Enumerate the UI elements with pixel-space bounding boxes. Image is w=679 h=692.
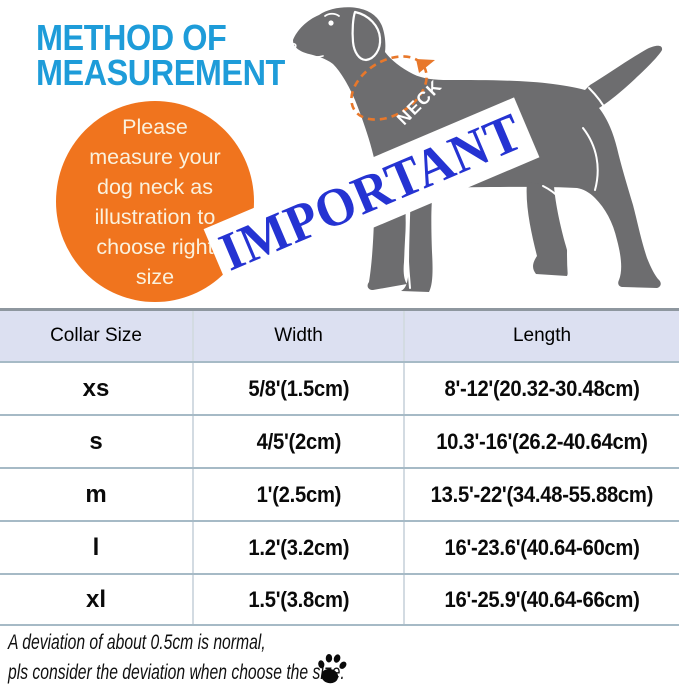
dog-eye <box>328 20 334 26</box>
cell-width: 1.5'(3.8cm) <box>192 575 403 624</box>
paw-print-icon <box>318 653 347 684</box>
rear-leg-separation-line <box>567 194 576 278</box>
cell-width: 1.2'(3.2cm) <box>192 522 403 573</box>
bubble-line: dog neck as <box>97 174 213 199</box>
thigh-line <box>582 127 599 191</box>
bubble-line: Please <box>122 114 188 139</box>
bubble-line: illustration to <box>94 204 216 229</box>
cell-length: 13.5'-22'(34.48-55.88cm) <box>403 469 679 520</box>
belly-line <box>542 185 574 219</box>
dog-mouth-line <box>298 51 324 58</box>
table-header-row: Collar Size Width Length <box>0 311 679 361</box>
measure-arrowhead-icon <box>416 59 435 73</box>
dog-brow-line <box>324 12 340 17</box>
table-row: m 1'(2.5cm) 13.5'-22'(34.48-55.88cm) <box>0 467 679 520</box>
header-width: Width <box>192 311 403 361</box>
table-row: xl 1.5'(3.8cm) 16'-25.9'(40.64-66cm) <box>0 573 679 626</box>
footnote-line2: pls consider the deviation when choose t… <box>8 660 345 684</box>
cell-size: s <box>89 427 103 455</box>
dog-ear-outline <box>351 10 382 62</box>
header-length: Length <box>403 311 679 361</box>
bubble-line: size <box>135 264 175 289</box>
table-row: xs 5/8'(1.5cm) 8'-12'(20.32-30.48cm) <box>0 361 679 414</box>
page-title-line2: MEASUREMENT <box>36 52 285 93</box>
page-title: METHOD OF MEASUREMENT <box>36 17 285 93</box>
cell-width: 4/5'(2cm) <box>192 416 403 467</box>
footnote-line1: A deviation of about 0.5cm is normal, <box>8 630 266 654</box>
dog-front-leg-shape <box>401 190 433 292</box>
cell-width: 5/8'(1.5cm) <box>192 363 403 414</box>
tail-base-line <box>588 87 608 113</box>
cell-length: 8'-12'(20.32-30.48cm) <box>403 363 679 414</box>
table-row: s 4/5'(2cm) 10.3'-16'(26.2-40.64cm) <box>0 414 679 467</box>
bubble-line: choose right <box>96 234 214 259</box>
size-table: Collar Size Width Length xs 5/8'(1.5cm) … <box>0 308 679 626</box>
dog-nose-detail <box>291 43 297 49</box>
cell-length: 10.3'-16'(26.2-40.64cm) <box>403 416 679 467</box>
cell-size: l <box>92 533 100 561</box>
cell-length: 16'-25.9'(40.64-66cm) <box>403 575 679 624</box>
bubble-line: measure your <box>89 144 221 169</box>
cell-width: 1'(2.5cm) <box>192 469 403 520</box>
cell-size: m <box>85 480 107 508</box>
cell-size: xs <box>82 374 110 402</box>
cell-size: xl <box>85 585 106 613</box>
instruction-bubble: Please measure your dog neck as illustra… <box>56 101 254 302</box>
dog-rear-leg-shape <box>526 182 570 276</box>
page-title-line1: METHOD OF <box>36 17 227 58</box>
cell-length: 16'-23.6'(40.64-60cm) <box>403 522 679 573</box>
header-collar-size: Collar Size <box>50 325 142 346</box>
table-row: l 1.2'(3.2cm) 16'-23.6'(40.64-60cm) <box>0 520 679 573</box>
